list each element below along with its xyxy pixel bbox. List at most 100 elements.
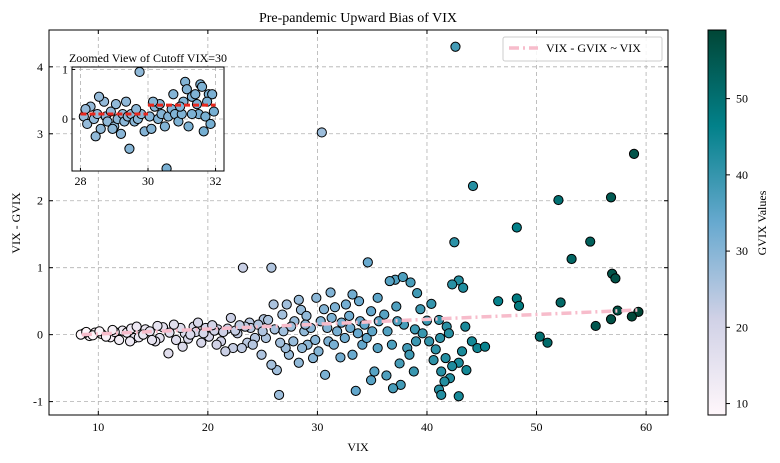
colorbar-tick-label: 20 bbox=[736, 320, 748, 334]
scatter-point bbox=[328, 339, 339, 350]
scatter-point bbox=[124, 336, 136, 347]
scatter-point bbox=[131, 321, 142, 332]
scatter-point bbox=[391, 301, 402, 312]
scatter-point bbox=[405, 277, 416, 288]
scatter-point bbox=[353, 296, 365, 307]
scatter-point bbox=[449, 237, 460, 248]
inset-scatter-point bbox=[102, 116, 113, 127]
inset-scatter-point bbox=[168, 89, 179, 100]
scatter-point bbox=[350, 385, 361, 396]
inset-x-tick-label: 30 bbox=[142, 174, 154, 188]
scatter-point bbox=[467, 180, 479, 192]
scatter-point bbox=[310, 334, 321, 346]
scatter-point bbox=[382, 326, 393, 337]
scatter-point bbox=[293, 294, 304, 305]
inset-scatter-point bbox=[80, 103, 91, 115]
scatter-point bbox=[436, 366, 447, 377]
inset-scatter-point bbox=[200, 111, 211, 122]
scatter-point bbox=[428, 354, 439, 366]
scatter-point bbox=[513, 300, 525, 311]
scatter-point bbox=[236, 342, 247, 354]
scatter-point bbox=[220, 346, 231, 357]
scatter-point bbox=[379, 309, 390, 320]
scatter-point bbox=[277, 309, 288, 320]
inset-scatter-point bbox=[107, 123, 118, 135]
scatter-point bbox=[555, 297, 566, 308]
colorbar-tick-label: 10 bbox=[736, 397, 748, 411]
x-tick-label: 10 bbox=[92, 420, 104, 434]
scatter-point bbox=[177, 341, 188, 352]
scatter-point bbox=[450, 41, 461, 52]
scatter-point bbox=[605, 192, 617, 203]
scatter-point bbox=[365, 306, 377, 317]
scatter-point bbox=[361, 332, 372, 344]
scatter-point bbox=[381, 370, 392, 381]
scatter-point bbox=[301, 310, 312, 322]
inset-scatter-point bbox=[181, 84, 192, 95]
scatter-point bbox=[394, 358, 405, 369]
scatter-point bbox=[534, 331, 545, 342]
inset-scatter-point bbox=[120, 96, 132, 107]
scatter-point bbox=[211, 339, 222, 350]
colorbar: 10 20 30 40 50 GVIX Values bbox=[707, 29, 769, 416]
y-axis-label: VIX - GVIX bbox=[9, 192, 23, 254]
chart-title: Pre-pandemic Upward Bias of VIX bbox=[259, 11, 457, 26]
scatter-point bbox=[397, 271, 408, 283]
scatter-point bbox=[628, 148, 640, 159]
inset-scatter-point bbox=[190, 89, 201, 100]
legend: VIX - GVIX ~ VIX bbox=[502, 36, 663, 62]
scatter-point bbox=[417, 328, 428, 339]
scatter-point bbox=[511, 222, 522, 233]
scatter-point bbox=[319, 369, 331, 380]
scatter-point bbox=[435, 332, 446, 344]
scatter-point bbox=[278, 326, 289, 337]
scatter-point bbox=[590, 320, 601, 332]
inset-ticks: 28 30 32 0 1 bbox=[62, 62, 222, 188]
scatter-point bbox=[339, 332, 350, 344]
scatter-point bbox=[225, 312, 236, 324]
scatter-point bbox=[318, 304, 330, 315]
cutoff-lines bbox=[80, 103, 216, 116]
scatter-point bbox=[415, 304, 426, 315]
x-tick-label: 40 bbox=[421, 420, 433, 434]
scatter-point bbox=[412, 288, 423, 299]
colorbar-ticks: 10 20 30 40 50 bbox=[726, 92, 748, 411]
scatter-point bbox=[453, 391, 464, 402]
inset-points bbox=[78, 67, 219, 171]
inset-y-tick-label: 0 bbox=[62, 112, 68, 126]
scatter-point bbox=[335, 352, 346, 363]
scatter-point bbox=[404, 349, 415, 360]
scatter-point bbox=[344, 310, 355, 322]
x-tick-label: 30 bbox=[311, 420, 323, 434]
inset-y-tick-label: 1 bbox=[62, 62, 68, 76]
scatter-point bbox=[247, 339, 258, 350]
scatter-point bbox=[329, 302, 341, 313]
scatter-point bbox=[347, 289, 358, 300]
inset-scatter-point bbox=[161, 163, 172, 171]
scatter-point bbox=[365, 375, 377, 386]
scatter-point bbox=[493, 296, 504, 307]
inset-scatter-point bbox=[183, 121, 194, 132]
inset-x-tick-label: 28 bbox=[74, 174, 86, 188]
inset-scatter-point bbox=[115, 128, 127, 139]
scatter-point bbox=[273, 389, 285, 401]
scatter-point bbox=[447, 279, 458, 290]
main-points bbox=[75, 41, 644, 402]
scatter-point bbox=[430, 344, 441, 355]
scatter-point bbox=[146, 334, 158, 346]
colorbar-label: GVIX Values bbox=[755, 190, 769, 255]
fit-line bbox=[81, 308, 641, 337]
inset-scatter-point bbox=[198, 126, 209, 137]
scatter-point bbox=[436, 389, 447, 401]
scatter-point bbox=[605, 314, 617, 325]
scatter-point bbox=[268, 299, 279, 310]
scatter-point bbox=[542, 337, 553, 348]
scatter-point bbox=[170, 334, 182, 346]
inset-scatter-point bbox=[131, 103, 142, 115]
scatter-point bbox=[196, 337, 207, 348]
scatter-point bbox=[347, 349, 358, 360]
x-axis-label: VIX bbox=[347, 440, 369, 454]
scatter-point bbox=[610, 273, 621, 284]
scatter-point bbox=[458, 282, 469, 293]
